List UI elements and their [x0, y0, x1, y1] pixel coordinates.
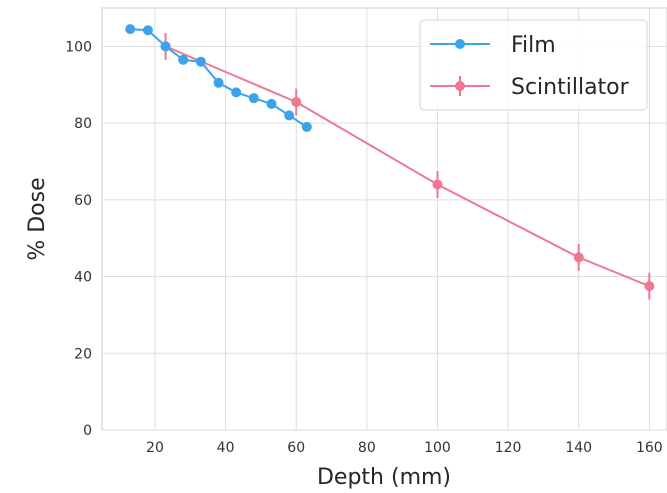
y-tick-label: 20	[74, 346, 92, 362]
y-tick-label: 80	[74, 116, 92, 132]
scintillator-point	[573, 252, 584, 263]
film-point	[213, 77, 224, 88]
scintillator-point	[644, 281, 655, 292]
y-tick-labels: 0 20 40 60 80 100	[65, 39, 92, 439]
y-axis-label: % Dose	[25, 177, 50, 260]
legend-item-film: Film	[430, 33, 556, 58]
x-tick-label: 120	[495, 440, 522, 456]
x-axis-label: Depth (mm)	[317, 465, 451, 490]
film-point	[301, 121, 312, 132]
film-point	[231, 87, 242, 98]
y-tick-label: 0	[83, 423, 92, 439]
x-tick-label: 80	[358, 440, 376, 456]
film-point	[178, 54, 189, 65]
y-tick-label: 60	[74, 193, 92, 209]
scintillator-point	[432, 179, 443, 190]
scintillator-point	[291, 96, 302, 107]
legend-box	[419, 19, 648, 111]
scintillator-series	[160, 32, 655, 300]
legend-marker-scintillator	[455, 81, 465, 91]
film-point	[195, 56, 206, 67]
x-tick-labels: 20 40 60 80 100 120 140 160	[146, 440, 663, 456]
y-tick-label: 100	[65, 39, 92, 55]
legend-marker-film	[455, 39, 465, 49]
x-tick-label: 140	[565, 440, 592, 456]
film-point	[160, 41, 171, 52]
legend-item-scintillator: Scintillator	[430, 75, 630, 100]
film-series	[125, 24, 312, 132]
x-tick-label: 20	[146, 440, 164, 456]
x-tick-label: 100	[424, 440, 451, 456]
legend-label-scintillator: Scintillator	[511, 75, 630, 100]
legend-label-film: Film	[511, 33, 556, 58]
x-tick-label: 160	[636, 440, 663, 456]
y-tick-label: 40	[74, 270, 92, 286]
series-layer	[125, 24, 655, 300]
film-point	[142, 25, 153, 36]
x-tick-label: 40	[217, 440, 235, 456]
legend: Film Scintillator	[419, 19, 648, 111]
x-tick-label: 60	[287, 440, 305, 456]
film-point	[248, 93, 259, 104]
film-point	[266, 98, 277, 109]
film-point	[284, 110, 295, 121]
film-point	[125, 24, 136, 35]
legend-items: Film Scintillator	[430, 33, 630, 100]
